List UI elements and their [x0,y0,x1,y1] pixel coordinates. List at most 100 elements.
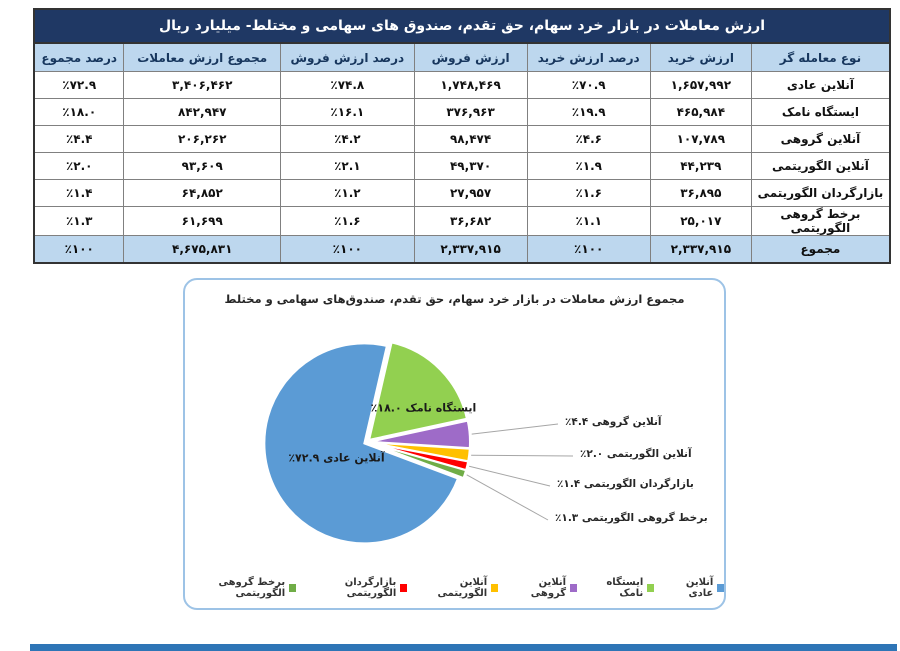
number: ۹۳,۶۰۹ [181,159,223,173]
number: ۲۷,۹۵۷ [449,186,492,200]
value-cell: ٪۱.۶ [526,179,651,207]
legend-item: ایستگاه نامک [590,577,654,599]
column-header: نوع معامله گر [750,42,891,72]
legend-item: آنلاین عادی [667,577,724,599]
value-cell: ۲۷,۹۵۷ [413,179,528,207]
callout-label-online-group-algo: برخط گروهی الگوریتمی ٪۱.۳ [552,512,708,524]
number: ۶۴,۸۵۲ [181,186,223,200]
value-cell: ٪۱.۹ [526,152,651,180]
table-row: بازارگردان الگوریتمی ۳۶,۸۹۵ ٪۱.۶ ۲۷,۹۵۷ ٪۱.۲… [33,179,891,207]
number: ۲۵,۰۱۷ [680,214,722,228]
trader-type-cell: مجموع [750,235,891,264]
value-cell: ۱,۶۵۷,۹۹۲ [649,71,752,99]
trader-type-cell: ایستگاه نامک [750,98,891,126]
number: ٪۱۹.۹ [571,105,606,119]
table-header: نوع معامله گر ارزش خرید درصد ارزش خرید ارزش… [33,42,891,72]
value-cell: ٪۱۹.۹ [526,98,651,126]
number: ٪۲.۰ [65,159,93,173]
callout-leader-line [469,465,551,487]
legend-label: آنلاین عادی [685,577,714,599]
value-cell: ٪۱.۴ [33,179,125,207]
value-cell: ٪۲.۰ [33,152,125,180]
number: ۳۶,۸۹۵ [680,186,722,200]
value-cell: ۲۵,۰۱۷ [649,206,752,236]
number: ٪۱۰۰ [64,242,94,256]
value-cell: ٪۱۸.۰ [33,98,125,126]
number: ٪۱.۳ [65,214,93,228]
number: ٪۱۰۰ [574,242,604,256]
slice-name: برخط گروهی الگوریتمی [581,512,708,524]
number: ٪۱.۶ [575,186,602,200]
table-row: آنلاین گروهی ۱۰۷,۷۸۹ ٪۴.۶ ۹۸,۴۷۴ ٪۴.۲ ۲۰۶,۲۶۲… [33,125,891,153]
value-cell: ۳,۴۰۶,۴۶۲ [123,71,282,99]
legend-label: آنلاین الگوریتمی [437,577,488,599]
table-row: آنلاین عادی ۱,۶۵۷,۹۹۲ ٪۷۰.۹ ۱,۷۴۸,۴۶۹ ٪۷۴.۸ ۳… [33,71,891,99]
number: ٪۴.۶ [575,132,602,146]
number: ٪۱۶.۱ [330,105,365,119]
transactions-table: نوع معامله گر ارزش خرید درصد ارزش خرید ارزش… [33,42,891,264]
number: ٪۴.۲ [334,132,361,146]
number: ۲,۳۳۷,۹۱۵ [670,242,732,256]
value-cell: ٪۴.۶ [526,125,651,153]
value-cell: ٪۷۴.۸ [280,71,415,99]
legend-item: بازارگردان الگوریتمی [309,577,407,599]
number: ٪۱۸.۰ [62,105,97,119]
column-header: مجموع ارزش معاملات [123,42,282,72]
value-cell: ۳۶,۶۸۲ [413,206,528,236]
legend-label: بازارگردان الگوریتمی [344,577,397,599]
chart-legend: آنلاین عادی ایستگاه نامک آنلاین گروهی آنلای… [185,577,724,599]
slice-percent: ٪۷۲.۹ [288,451,320,465]
table-row: ایستگاه نامک ۴۶۵,۹۸۴ ٪۱۹.۹ ۳۷۶,۹۶۳ ٪۱۶.۱ ۸۴۲,… [33,98,891,126]
table-total-row: مجموع ۲,۳۳۷,۹۱۵ ٪۱۰۰ ۲,۳۳۷,۹۱۵ ٪۱۰۰ ۴,۶۷۵,۸۳۱… [33,235,891,264]
value-cell: ٪۱۶.۱ [280,98,415,126]
value-cell: ٪۱۰۰ [526,235,651,264]
value-cell: ٪۷۲.۹ [33,71,125,99]
trader-type-cell: بازارگردان الگوریتمی [750,179,891,207]
legend-label: برخط گروهی الگوریتمی [218,577,286,599]
value-cell: ٪۷۰.۹ [526,71,651,99]
callout-leader-line [471,454,574,457]
value-cell: ۶۱,۶۹۹ [123,206,282,236]
legend-swatch-icon [400,584,407,592]
number: ۲۰۶,۲۶۲ [177,132,227,146]
column-header: ارزش خرید [649,42,752,72]
pie-label-online-regular: آنلاین عادی ٪۷۲.۹ [285,452,384,465]
number: ۱۰۷,۷۸۹ [676,132,726,146]
trader-type-cell: آنلاین الگوریتمی [750,152,891,180]
value-cell: ۸۴۲,۹۴۷ [123,98,282,126]
pie-chart [263,341,574,545]
value-cell: ٪۴.۲ [280,125,415,153]
number: ۴۴,۲۳۹ [680,159,722,173]
chart-title: مجموع ارزش معاملات در بازار خرد سهام، حق… [224,292,685,306]
number: ٪۷۲.۹ [62,78,97,92]
slice-percent: ٪۲.۰ [580,448,604,460]
legend-item: برخط گروهی الگوریتمی [185,577,296,599]
pie-slice-72.9 [263,342,460,545]
value-cell: ۱۰۷,۷۸۹ [649,125,752,153]
callout-label-online-group: آنلاین گروهی ٪۴.۴ [562,416,662,428]
slice-percent: ٪۱.۴ [557,478,581,490]
value-cell: ۹۳,۶۰۹ [123,152,282,180]
trader-type-cell: آنلاین عادی [750,71,891,99]
value-cell: ۴۶۵,۹۸۴ [649,98,752,126]
pie-label-station: ایستگاه نامک ٪۱۸.۰ [368,402,477,415]
slice-percent: ٪۱۸.۰ [370,401,402,415]
value-cell: ٪۲.۱ [280,152,415,180]
transactions-table-section: ارزش معاملات در بازار خرد سهام، حق تقدم،… [33,8,891,264]
callout-label-online-algo: آنلاین الگوریتمی ٪۲.۰ [577,448,692,460]
callout-leader-line [471,423,559,435]
number: ٪۴.۴ [65,132,93,146]
table-title: ارزش معاملات در بازار خرد سهام، حق تقدم،… [33,8,891,42]
trader-type-cell: آنلاین گروهی [750,125,891,153]
value-cell: ۴۹,۳۷۰ [413,152,528,180]
legend-swatch-icon [647,584,654,592]
value-cell: ٪۱.۶ [280,206,415,236]
legend-item: آنلاین الگوریتمی [420,577,498,599]
number: ۱,۶۵۷,۹۹۲ [670,78,732,92]
legend-item: آنلاین گروهی [511,577,577,599]
pie-slice-1.3 [369,441,468,480]
value-cell: ۴۴,۲۳۹ [649,152,752,180]
value-cell: ٪۱۰۰ [33,235,125,264]
slice-name: ایستگاه نامک [405,401,477,415]
legend-swatch-icon [289,584,296,592]
